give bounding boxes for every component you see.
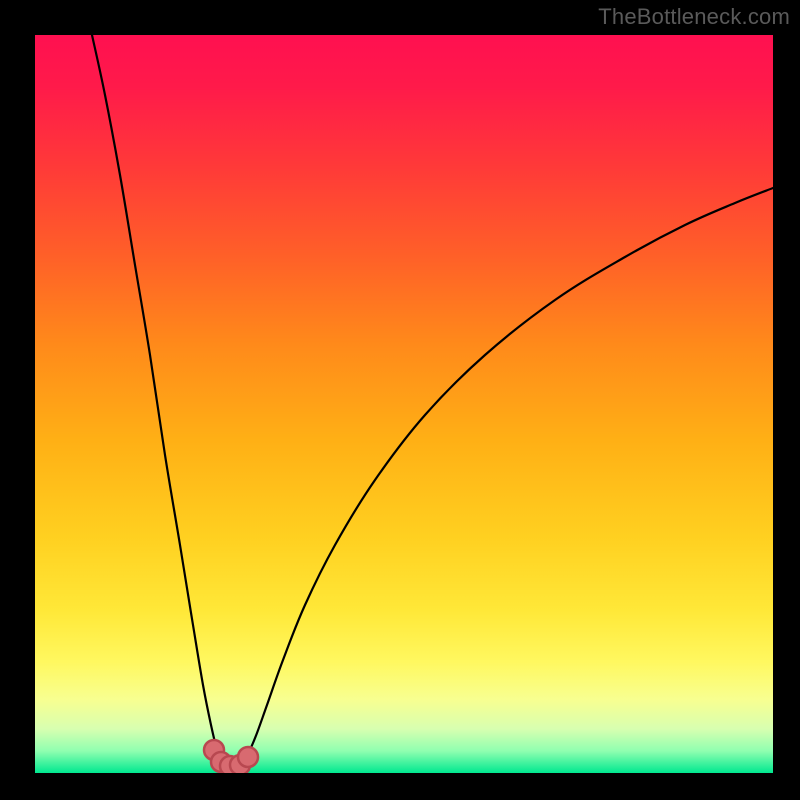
watermark-text: TheBottleneck.com bbox=[598, 4, 790, 30]
gradient-background bbox=[35, 35, 773, 773]
chart-container: TheBottleneck.com bbox=[0, 0, 800, 800]
marker-dot bbox=[238, 747, 258, 767]
bottleneck-chart bbox=[0, 0, 800, 800]
